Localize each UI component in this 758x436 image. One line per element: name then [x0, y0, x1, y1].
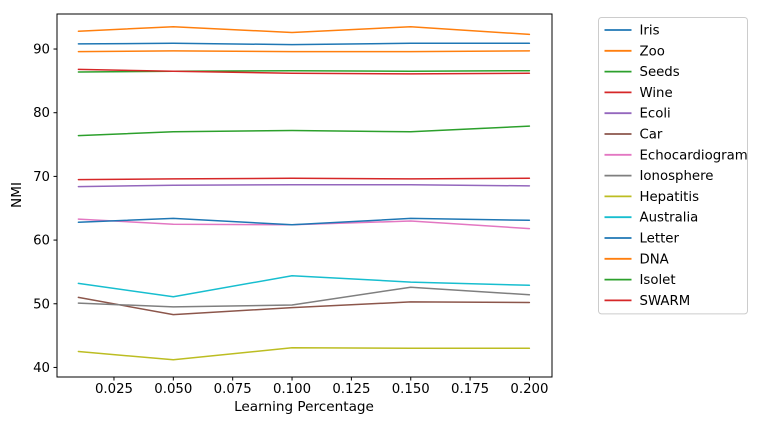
- legend-label-australia: Australia: [640, 211, 699, 226]
- legend-label-echocardiogram: Echocardiogram: [640, 148, 748, 163]
- legend-label-wine: Wine: [640, 86, 673, 101]
- y-tick-label: 60: [33, 234, 50, 249]
- legend-item-ecoli: Ecoli: [604, 107, 671, 122]
- x-tick-label: 0.100: [273, 382, 311, 397]
- series-line-ionosphere: [77, 286, 531, 308]
- series-line-zoo: [77, 25, 531, 36]
- legend-label-hepatitis: Hepatitis: [640, 190, 700, 205]
- y-tick-label: 80: [33, 106, 50, 121]
- legend-item-echocardiogram: Echocardiogram: [604, 148, 748, 163]
- legend-label-isolet: Isolet: [640, 273, 676, 288]
- y-tick-label: 90: [33, 43, 50, 58]
- x-tick-label: 0.125: [332, 382, 370, 397]
- series-line-car: [77, 296, 531, 316]
- legend-item-letter: Letter: [604, 232, 680, 247]
- x-tick-label: 0.200: [510, 382, 548, 397]
- axis-ticks: 0.025 0.050 0.075 0.100 0.125 0.150 0.175 0.200…: [33, 43, 548, 397]
- legend-item-ionosphere: Ionosphere: [604, 169, 714, 184]
- series-line-australia: [77, 274, 531, 298]
- x-tick-label: 0.075: [214, 382, 252, 397]
- x-tick-label: 0.025: [95, 382, 133, 397]
- legend-frame: [598, 17, 748, 315]
- series-line-isolet: [77, 69, 531, 73]
- plot-lines: [77, 25, 531, 361]
- legend-item-zoo: Zoo: [604, 44, 665, 59]
- series-line-ecoli: [77, 183, 531, 188]
- legend-item-car: Car: [604, 128, 663, 143]
- series-line-hepatitis: [77, 346, 531, 361]
- legend-label-ecoli: Ecoli: [640, 107, 671, 122]
- legend-label-swarm: SWARM: [640, 294, 691, 309]
- y-tick-label: 70: [33, 170, 50, 185]
- legend-label-seeds: Seeds: [640, 65, 680, 80]
- x-axis-label: Learning Percentage: [234, 399, 374, 415]
- legend-item-australia: Australia: [604, 211, 699, 226]
- series-line-dna: [77, 50, 531, 53]
- legend-label-dna: DNA: [640, 252, 669, 267]
- x-tick-label: 0.175: [451, 382, 489, 397]
- legend-label-ionosphere: Ionosphere: [640, 169, 714, 184]
- plot-area: [56, 13, 553, 378]
- legend-label-zoo: Zoo: [640, 44, 665, 59]
- y-tick-label: 40: [33, 361, 50, 376]
- series-line-letter: [77, 217, 531, 226]
- series-line-wine: [77, 177, 531, 181]
- legend-item-iris: Iris: [604, 24, 660, 39]
- x-tick-label: 0.050: [154, 382, 192, 397]
- legend-item-wine: Wine: [604, 86, 673, 101]
- legend-item-dna: DNA: [604, 252, 669, 267]
- legend-label-iris: Iris: [640, 24, 660, 39]
- legend-label-letter: Letter: [640, 232, 680, 247]
- y-axis-label: NMI: [9, 182, 25, 208]
- legend-item-isolet: Isolet: [604, 273, 676, 288]
- legend-item-seeds: Seeds: [604, 65, 680, 80]
- series-line-iris: [77, 42, 531, 46]
- series-line-swarm: [77, 68, 531, 75]
- legend-item-hepatitis: Hepatitis: [604, 190, 700, 205]
- x-tick-label: 0.150: [392, 382, 430, 397]
- legend-item-swarm: SWARM: [604, 294, 691, 309]
- series-line-seeds: [77, 125, 531, 137]
- legend-label-car: Car: [640, 128, 663, 143]
- y-tick-label: 50: [33, 297, 50, 312]
- legend: Iris Zoo Seeds Wine Ecoli Car Echocardiogram Io…: [598, 17, 748, 315]
